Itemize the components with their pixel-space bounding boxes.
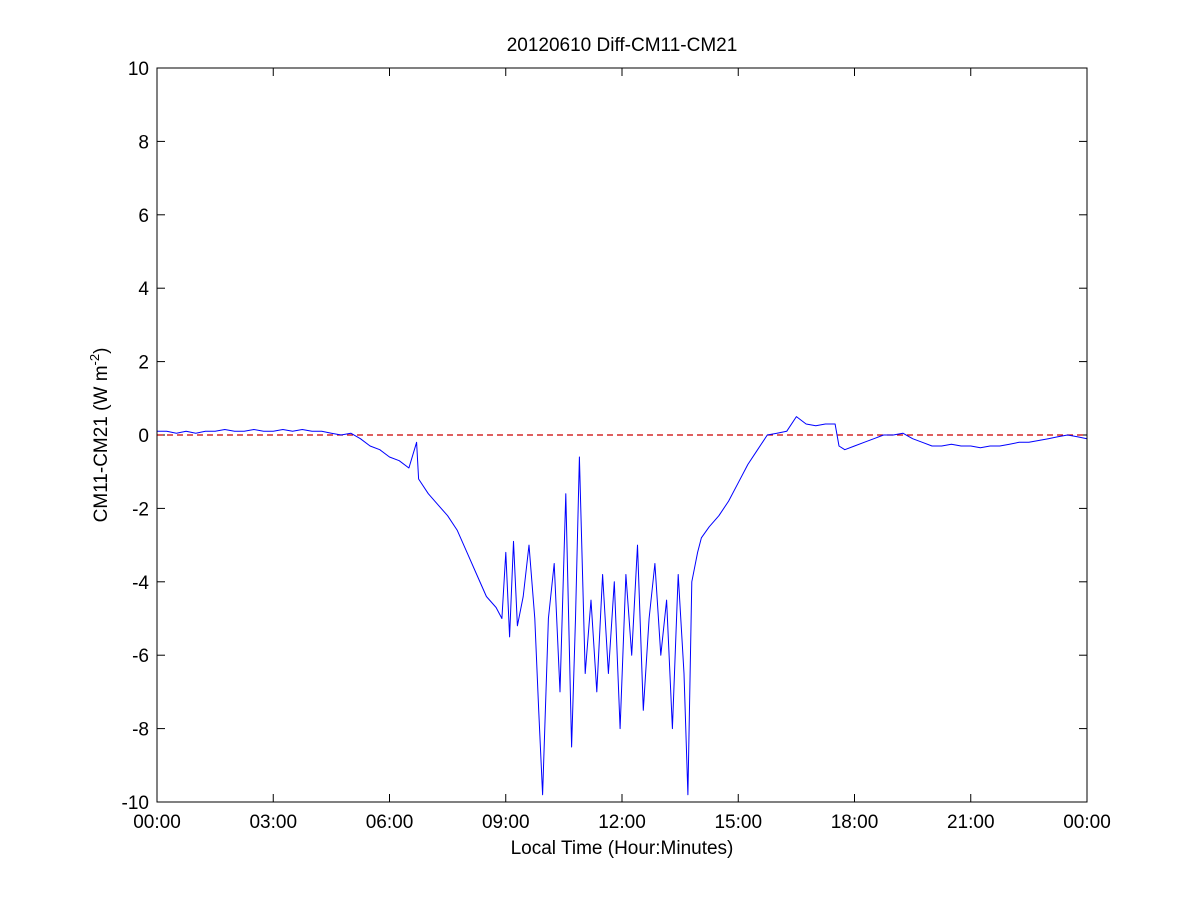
y-axis-label: CM11-CM21 (W m-2) xyxy=(87,348,112,523)
x-tick-label: 00:00 xyxy=(1063,812,1111,833)
y-tick-label: -8 xyxy=(132,720,149,741)
y-tick-label: -4 xyxy=(132,573,149,594)
y-tick-label: 0 xyxy=(138,426,149,447)
series-line xyxy=(157,416,1088,796)
y-tick-label: 6 xyxy=(138,206,149,227)
x-tick-label: 03:00 xyxy=(249,812,297,833)
x-tick-label: 06:00 xyxy=(366,812,414,833)
x-axis-ticks: 00:00 03:00 06:00 09:00 12:00 15:00 18:00 21:00… xyxy=(133,68,1111,833)
y-tick-label: 4 xyxy=(138,279,149,300)
plot-frame xyxy=(156,67,1088,803)
x-tick-label: 12:00 xyxy=(598,812,646,833)
y-tick-label: 2 xyxy=(138,353,149,374)
series-group xyxy=(157,416,1088,796)
x-tick-label: 00:00 xyxy=(133,812,181,833)
y-tick-label: -6 xyxy=(132,646,149,667)
y-axis-label-close: ) xyxy=(91,348,112,354)
x-tick-label: 09:00 xyxy=(482,812,530,833)
x-tick-label: 21:00 xyxy=(947,812,995,833)
y-tick-label: -2 xyxy=(132,499,149,520)
chart-title: 20120610 Diff-CM11-CM21 xyxy=(507,35,738,56)
y-tick-label: -10 xyxy=(122,793,149,814)
x-tick-label: 18:00 xyxy=(831,812,879,833)
x-tick-label: 15:00 xyxy=(714,812,762,833)
x-axis-label: Local Time (Hour:Minutes) xyxy=(511,838,734,859)
y-axis-label-superscript: -2 xyxy=(87,354,102,366)
y-tick-label: 10 xyxy=(128,59,149,80)
y-tick-label: 8 xyxy=(138,132,149,153)
y-axis-label-main: CM11-CM21 (W m xyxy=(91,365,112,522)
